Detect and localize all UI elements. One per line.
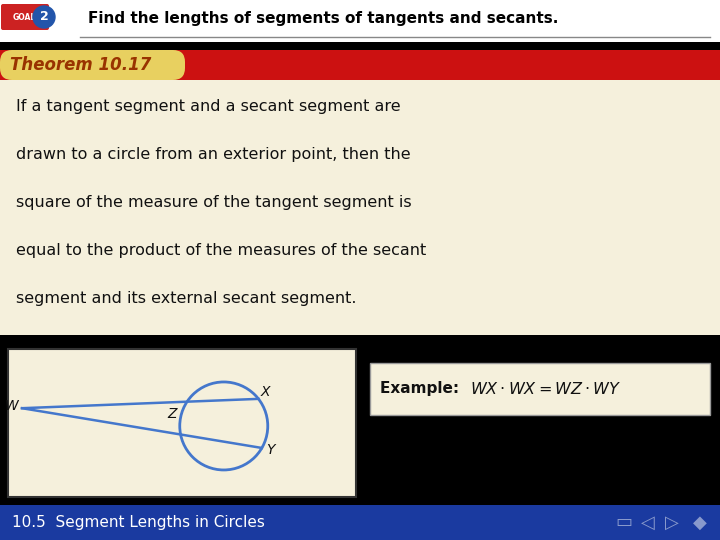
FancyBboxPatch shape (1, 4, 49, 30)
Bar (0, 42, 720, 50)
Text: ▭: ▭ (616, 514, 632, 531)
Bar (0, 80, 720, 335)
Text: $\mathit{WX} \cdot \mathit{WX} = \mathit{WZ} \cdot \mathit{WY}$: $\mathit{WX} \cdot \mathit{WX} = \mathit… (470, 381, 621, 397)
Text: 2: 2 (40, 10, 48, 24)
Text: Y: Y (266, 443, 274, 457)
Text: If a tangent segment and a secant segment are: If a tangent segment and a secant segmen… (16, 98, 400, 113)
Text: Example:: Example: (380, 381, 464, 396)
Text: Theorem 10.17: Theorem 10.17 (10, 56, 151, 74)
Bar (370, 363, 710, 415)
Text: drawn to a circle from an exterior point, then the: drawn to a circle from an exterior point… (16, 146, 410, 161)
Text: ◁: ◁ (641, 514, 655, 531)
Text: 10.5  Segment Lengths in Circles: 10.5 Segment Lengths in Circles (12, 515, 265, 530)
Text: ▷: ▷ (665, 514, 679, 531)
Circle shape (33, 6, 55, 28)
Bar (0, 0, 720, 42)
Text: segment and its external secant segment.: segment and its external secant segment. (16, 291, 356, 306)
Text: Find the lengths of segments of tangents and secants.: Find the lengths of segments of tangents… (88, 11, 559, 26)
Text: ◆: ◆ (693, 514, 707, 531)
Text: equal to the product of the measures of the secant: equal to the product of the measures of … (16, 242, 426, 258)
Bar (0, 343, 720, 503)
Text: W: W (4, 399, 18, 413)
Bar (8, 349, 356, 497)
Bar (0, 335, 720, 343)
Text: Z: Z (167, 407, 176, 421)
Text: square of the measure of the tangent segment is: square of the measure of the tangent seg… (16, 194, 412, 210)
Text: X: X (261, 385, 270, 399)
Bar (0, 505, 720, 540)
Bar (0, 50, 720, 80)
FancyBboxPatch shape (0, 50, 185, 80)
Text: GOAL: GOAL (13, 12, 36, 22)
